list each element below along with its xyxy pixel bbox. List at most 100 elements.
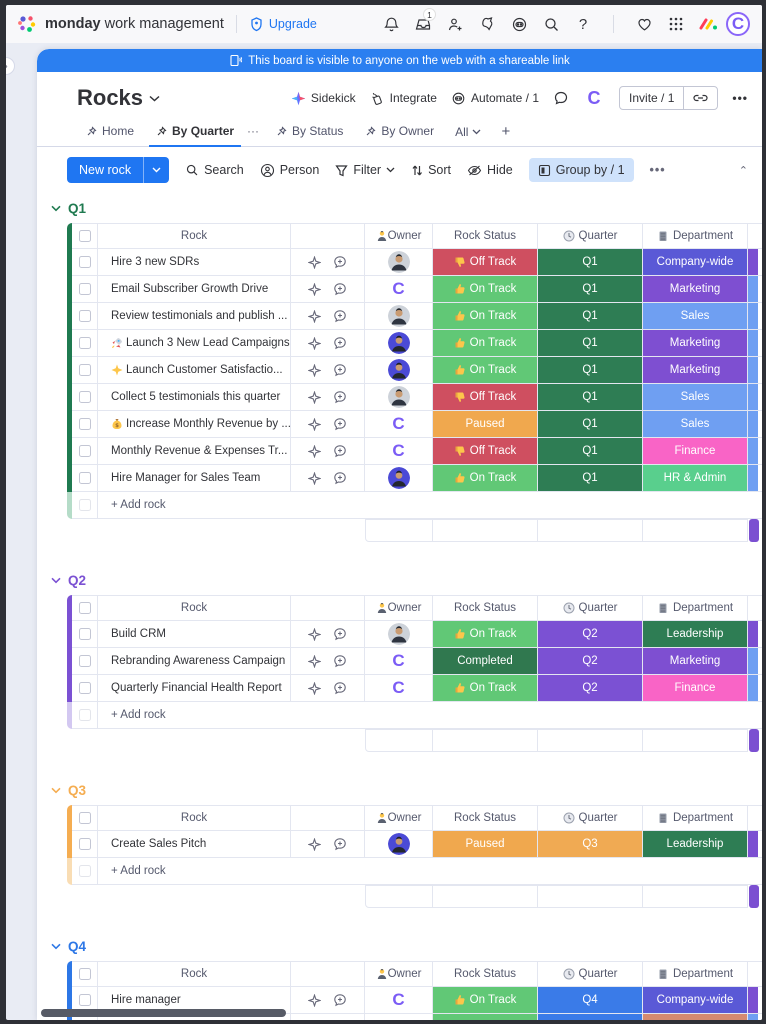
new-rock-button[interactable]: New rock [67,157,170,183]
status-cell[interactable]: Off Track [433,249,538,275]
quarter-cell[interactable]: Q4 [538,987,643,1013]
indigo-avatar[interactable] [387,359,410,381]
rock-name-cell[interactable]: Quarterly Financial Health Report [98,675,291,701]
sidekick-button[interactable]: Sidekick [291,91,356,106]
quarter-cell[interactable]: Q2 [538,648,643,674]
quarter-cell[interactable]: Q1 [538,465,643,491]
rock-name-cell[interactable]: Review testimonials and publish ... [98,303,291,329]
department-cell[interactable]: Marketing [643,357,748,383]
ai-sparkle-icon[interactable] [308,309,321,323]
owner-cell[interactable]: C [365,675,433,701]
board-menu-button[interactable]: ••• [732,91,748,105]
add-rock-row[interactable]: + Add rock [72,492,762,519]
add-update-icon[interactable] [333,309,347,323]
column-header-quarter[interactable]: Quarter [538,596,643,620]
add-update-icon[interactable] [333,255,347,269]
column-header-rock[interactable]: Rock [98,806,291,830]
owner-cell[interactable] [365,384,433,410]
status-cell[interactable]: On Track [433,330,538,356]
quarter-cell[interactable]: Q1 [538,303,643,329]
rock-name-cell[interactable]: Collect 5 testimonials this quarter [98,384,291,410]
column-header-rock[interactable]: Rock [98,596,291,620]
department-cell[interactable]: Company-wide [643,987,748,1013]
tab-by-status[interactable]: By Status [267,117,352,146]
owner-cell[interactable] [365,831,433,857]
quarter-cell[interactable]: Q1 [538,330,643,356]
rock-name-cell[interactable]: Create Sales Pitch [98,831,291,857]
checkbox[interactable] [78,838,91,850]
photo-avatar[interactable] [387,623,410,645]
favorites-heart-icon[interactable] [630,10,658,38]
owner-cell[interactable]: C [365,648,433,674]
owner-cell[interactable] [365,249,433,275]
new-rock-dropdown[interactable] [143,157,170,183]
owner-cell[interactable] [365,357,433,383]
ai-sparkle-icon[interactable] [308,627,321,641]
share-banner[interactable]: This board is visible to anyone on the w… [37,49,762,72]
checkbox[interactable] [78,310,91,322]
invite-button[interactable]: Invite / 1 [619,86,719,110]
quarter-cell[interactable]: Q2 [538,675,643,701]
add-rock-label[interactable]: + Add rock [111,709,166,721]
sort-button[interactable]: Sort [411,163,451,177]
integrate-button[interactable]: Integrate [370,91,437,106]
discuss-button[interactable] [553,90,569,106]
add-update-icon[interactable] [333,681,347,695]
ai-sparkle-icon[interactable] [308,444,321,458]
ai-sparkle-icon[interactable] [308,654,321,668]
toolbar-more-button[interactable]: ••• [649,163,666,177]
owner-cell[interactable]: C [365,438,433,464]
apps-grid-icon[interactable] [662,10,690,38]
ai-sparkle-icon[interactable] [308,417,321,431]
add-update-icon[interactable] [333,654,347,668]
add-view-button[interactable]: + [501,123,511,140]
updates-icon[interactable] [473,10,501,38]
column-header-owner[interactable]: Owner [365,596,433,620]
row-checkbox[interactable] [72,621,98,647]
department-cell[interactable]: Marketing [643,330,748,356]
tab-options-button[interactable]: ··· [247,123,260,138]
ai-sparkle-icon[interactable] [308,681,321,695]
automations-robot-icon[interactable] [505,10,533,38]
invite-members-icon[interactable] [441,10,469,38]
collapse-toolbar-button[interactable]: ⌃ [738,164,748,177]
department-cell[interactable]: Leadership [643,621,748,647]
photo-avatar[interactable] [387,251,410,273]
add-update-icon[interactable] [333,837,347,851]
quarter-cell[interactable]: Q1 [538,276,643,302]
owner-cell[interactable] [365,303,433,329]
checkbox[interactable] [78,812,91,824]
row-checkbox[interactable] [72,303,98,329]
row-checkbox[interactable] [72,465,98,491]
add-update-icon[interactable] [333,363,347,377]
quarter-cell[interactable]: Q2 [538,621,643,647]
column-header-quarter[interactable]: Quarter [538,224,643,248]
department-cell[interactable]: Marketing [643,648,748,674]
checkbox[interactable] [78,364,91,376]
add-update-icon[interactable] [333,390,347,404]
status-cell[interactable]: On Track [433,276,538,302]
group-by-button[interactable]: Group by / 1 [528,158,634,182]
column-header-quarter[interactable]: Quarter [538,962,643,986]
owner-cell[interactable] [365,330,433,356]
department-cell[interactable]: Company-wide [643,249,748,275]
select-all-checkbox[interactable] [72,806,98,830]
department-cell[interactable]: Finance [643,675,748,701]
status-cell[interactable]: On Track [433,675,538,701]
column-header-status[interactable]: Rock Status [433,806,538,830]
status-cell[interactable]: Off Track [433,438,538,464]
column-header-department[interactable]: Department [643,224,748,248]
upgrade-button[interactable]: Upgrade [249,16,317,32]
checkbox[interactable] [78,445,91,457]
status-cell[interactable]: On Track [433,357,538,383]
column-header-owner[interactable]: Owner [365,224,433,248]
checkbox[interactable] [78,628,91,640]
group-title[interactable]: Q2 [51,573,762,588]
rock-name-cell[interactable]: Build CRM [98,621,291,647]
checkbox[interactable] [78,256,91,268]
column-header-status[interactable]: Rock Status [433,224,538,248]
checkbox[interactable] [78,994,91,1006]
person-filter-button[interactable]: Person [260,163,319,178]
c-logo-avatar[interactable]: C [387,440,410,462]
status-cell[interactable]: On Track [433,303,538,329]
